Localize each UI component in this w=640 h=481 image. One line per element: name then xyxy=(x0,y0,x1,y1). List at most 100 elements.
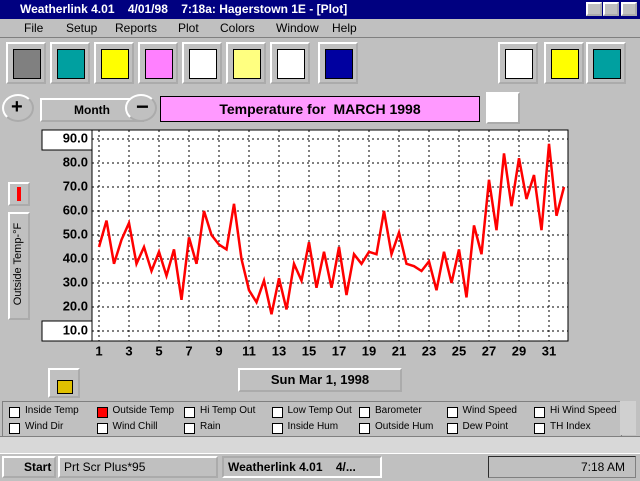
y-tick-label: 40.0 xyxy=(63,250,88,265)
toolbar-button[interactable] xyxy=(586,42,626,84)
toolbar-button[interactable] xyxy=(544,42,584,84)
toolbar-button[interactable] xyxy=(94,42,134,84)
chart: 10.020.030.040.050.060.070.080.090.01 3 5 7… xyxy=(41,129,569,358)
title-bar: Weatherlink 4.01 4/01/98 7:18a: Hagersto… xyxy=(0,0,640,19)
window-title: Weatherlink 4.01 4/01/98 7:18a: Hagersto… xyxy=(20,2,348,16)
menu-item[interactable]: Colors xyxy=(220,21,255,35)
horizontal-scrollbar[interactable] xyxy=(0,436,640,453)
y-tick-label: 80.0 xyxy=(63,154,88,169)
checkbox-label: Outside Temp xyxy=(112,405,175,416)
x-tick-label: 31 xyxy=(542,343,556,358)
y-tick-label: 60.0 xyxy=(63,202,88,217)
start-button[interactable]: Start xyxy=(2,456,56,478)
toolbar-icon xyxy=(145,49,173,79)
zoom-out-button[interactable]: − xyxy=(125,94,157,122)
checkbox-label: TH Index xyxy=(550,421,591,432)
date-button[interactable]: Sun Mar 1, 1998 xyxy=(238,368,402,392)
checkbox[interactable] xyxy=(359,407,370,418)
toolbar-icon xyxy=(505,49,533,79)
toolbar-icon xyxy=(233,49,261,79)
y-label-box: Outside Temp-°F xyxy=(8,212,30,320)
system-tray: 7:18 AM xyxy=(488,456,636,478)
x-tick-label: 17 xyxy=(332,343,346,358)
toolbar-button[interactable] xyxy=(50,42,90,84)
y-tick-label: 70.0 xyxy=(63,178,88,193)
minimize-button[interactable] xyxy=(586,2,602,16)
x-tick-label: 1 xyxy=(95,343,102,358)
checkbox-label: Inside Hum xyxy=(287,421,339,432)
menu-bar: File Setup Reports Plot Colors Window Help xyxy=(0,19,640,38)
y-tick-label: 50.0 xyxy=(63,226,88,241)
checkbox-label: Barometer xyxy=(375,405,422,416)
checkbox[interactable] xyxy=(534,407,545,418)
menu-item[interactable]: Setup xyxy=(66,21,98,35)
checkbox[interactable] xyxy=(9,423,20,434)
checkbox[interactable] xyxy=(446,407,458,418)
menu-item[interactable]: Plot xyxy=(178,21,199,35)
checkbox[interactable] xyxy=(184,423,195,434)
x-tick-label: 23 xyxy=(422,343,436,358)
toolbar-button[interactable] xyxy=(6,42,46,84)
clock: 7:18 AM xyxy=(580,460,625,474)
toolbar-button[interactable] xyxy=(226,42,266,84)
x-tick-label: 19 xyxy=(362,343,376,358)
toolbar-icon xyxy=(189,49,217,79)
toolbar-button[interactable] xyxy=(498,42,538,84)
y-max-box xyxy=(41,129,93,151)
checkbox[interactable] xyxy=(271,423,283,434)
checkbox-label: Inside Temp xyxy=(25,405,79,416)
checkbox[interactable] xyxy=(96,407,108,418)
x-tick-label: 21 xyxy=(392,343,406,358)
checkbox-label: Wind Chill xyxy=(112,421,158,432)
x-tick-label: 9 xyxy=(215,343,222,358)
zoom-in-button[interactable]: + xyxy=(2,94,34,122)
x-tick-label: 15 xyxy=(302,343,316,358)
task-button[interactable]: Weatherlink 4.01 4/... xyxy=(222,456,382,478)
toolbar-icon xyxy=(57,49,85,79)
toolbar-button[interactable] xyxy=(318,42,358,84)
checkbox[interactable] xyxy=(534,423,545,434)
x-tick-label: 7 xyxy=(185,343,192,358)
y-tick-label: 10.0 xyxy=(63,322,88,337)
y-tick-label: 90.0 xyxy=(63,130,88,145)
checkbox[interactable] xyxy=(271,407,283,418)
toolbar-icon xyxy=(277,49,305,79)
task-button[interactable]: Prt Scr Plus*95 xyxy=(58,456,218,478)
menu-item[interactable]: Reports xyxy=(115,21,158,35)
close-button[interactable] xyxy=(621,2,637,16)
toolbar-button[interactable] xyxy=(138,42,178,84)
toolbar-icon xyxy=(13,49,41,79)
x-tick-label: 3 xyxy=(125,343,132,358)
checkbox-label: Dew Point xyxy=(462,421,509,432)
taskbar: Start 7:18 AM Prt Scr Plus*95 Weatherlink… xyxy=(0,453,640,481)
checkbox[interactable] xyxy=(96,423,108,434)
checkbox[interactable] xyxy=(359,423,370,434)
checkbox-label: Hi Temp Out xyxy=(200,405,256,416)
checkbox-label: Hi Wind Speed xyxy=(550,405,617,416)
series-selector: Inside Temp Outside Temp Hi Temp Out Low Te… xyxy=(2,401,622,437)
checkbox-label: Low Temp Out xyxy=(287,405,352,416)
checkbox[interactable] xyxy=(446,423,458,434)
eraser-button[interactable] xyxy=(486,92,520,124)
temperature-line xyxy=(97,143,566,315)
chart-title: Temperature for MARCH 1998 xyxy=(160,96,480,122)
checkbox-label: Wind Speed xyxy=(462,405,517,416)
toolbar-button[interactable] xyxy=(270,42,310,84)
vertical-scrollbar[interactable] xyxy=(620,401,636,435)
checkbox-label: Outside Hum xyxy=(375,421,434,432)
x-tick-label: 27 xyxy=(482,343,496,358)
menu-item[interactable]: File xyxy=(24,21,44,35)
lock-button[interactable] xyxy=(48,368,80,398)
checkbox[interactable] xyxy=(184,407,195,418)
menu-item[interactable]: Window xyxy=(276,21,319,35)
toolbar-icon xyxy=(593,49,621,79)
series-color-button[interactable] xyxy=(8,182,30,206)
menu-item[interactable]: Help xyxy=(332,21,357,35)
checkbox[interactable] xyxy=(9,407,20,418)
maximize-button[interactable] xyxy=(603,2,619,16)
toolbar-icon xyxy=(325,49,353,79)
x-tick-label: 25 xyxy=(452,343,466,358)
checkbox-label: Rain xyxy=(200,421,221,432)
toolbar-button[interactable] xyxy=(182,42,222,84)
